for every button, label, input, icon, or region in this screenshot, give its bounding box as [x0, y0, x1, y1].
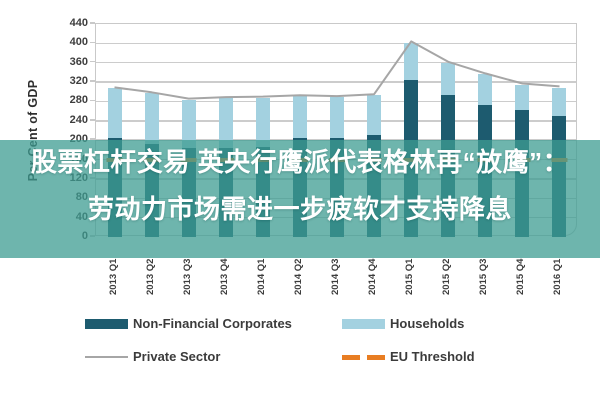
y-tick-mark	[90, 22, 95, 24]
bar-households	[552, 87, 567, 116]
bar-households	[330, 97, 344, 138]
bar-households	[292, 96, 307, 138]
legend-swatch-non-financial-corporates	[85, 319, 128, 329]
y-tick-label: 440	[69, 17, 88, 29]
bar-households	[107, 88, 122, 138]
y-tick-mark	[90, 60, 95, 63]
y-tick-label: 360	[69, 55, 88, 68]
legend-label: EU Threshold	[390, 349, 475, 364]
bar-households	[367, 95, 382, 135]
legend-swatch-eu-threshold	[342, 355, 385, 360]
bar-households	[404, 43, 419, 81]
y-tick-label: 320	[69, 75, 88, 88]
y-tick-mark	[90, 138, 95, 140]
bar-households	[255, 97, 270, 148]
y-tick-label: 280	[69, 94, 88, 107]
y-tick-mark	[90, 41, 95, 44]
gridline	[96, 42, 576, 45]
legend-label: Non-Financial Corporates	[133, 316, 292, 331]
legend-label: Households	[390, 316, 465, 331]
bar-households	[441, 62, 456, 96]
y-tick-mark	[90, 119, 95, 121]
headline-line-1: 股票杠杆交易 英央行鹰派代表格林再“放鹰”：	[30, 147, 570, 177]
bar-households	[218, 98, 233, 148]
bar-households	[515, 84, 530, 111]
bar-households	[144, 93, 159, 145]
private-sector-line	[114, 40, 560, 100]
bar-households	[478, 74, 493, 105]
headline-overlay-band: 股票杠杆交易 英央行鹰派代表格林再“放鹰”： 劳动力市场需进一步疲软才支持降息	[0, 140, 600, 258]
y-tick-label: 240	[69, 113, 88, 126]
y-tick-mark	[90, 80, 95, 82]
legend-label: Private Sector	[133, 349, 221, 364]
y-tick-label: 400	[69, 36, 88, 49]
legend-swatch-private-sector	[85, 356, 128, 358]
headline-line-2: 劳动力市场需进一步疲软才支持降息	[87, 194, 512, 224]
gridline	[96, 61, 576, 64]
gridline	[96, 81, 576, 83]
bar-households	[181, 99, 196, 149]
y-tick-mark	[90, 99, 95, 102]
legend-swatch-households	[342, 319, 385, 329]
